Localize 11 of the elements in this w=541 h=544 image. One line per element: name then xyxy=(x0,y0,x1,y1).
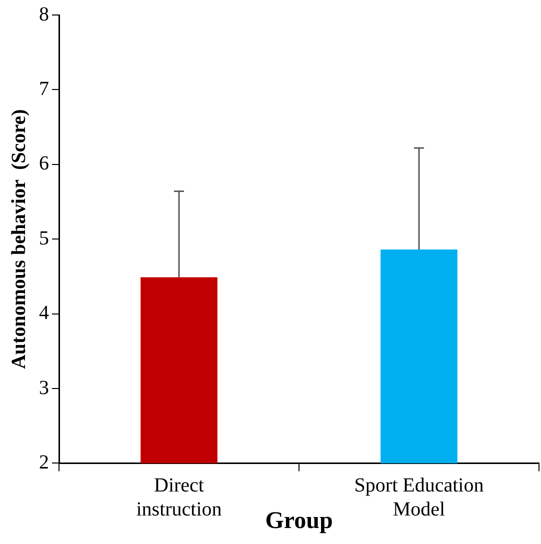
y-tick-label: 4 xyxy=(39,302,49,324)
x-axis-title: Group xyxy=(265,508,333,534)
y-tick-label: 3 xyxy=(39,376,49,399)
y-tick-label: 2 xyxy=(39,451,49,474)
x-tick-label: Sport Education Model xyxy=(354,474,484,520)
y-tick-label: 5 xyxy=(39,227,49,250)
y-tick-label: 6 xyxy=(39,152,49,175)
y-tick-label: 8 xyxy=(39,3,49,26)
x-tick-label: Direct instruction xyxy=(136,474,222,520)
y-tick-label: 7 xyxy=(39,78,49,100)
y-axis-title: Autonomous behavior (Score) xyxy=(8,109,30,370)
